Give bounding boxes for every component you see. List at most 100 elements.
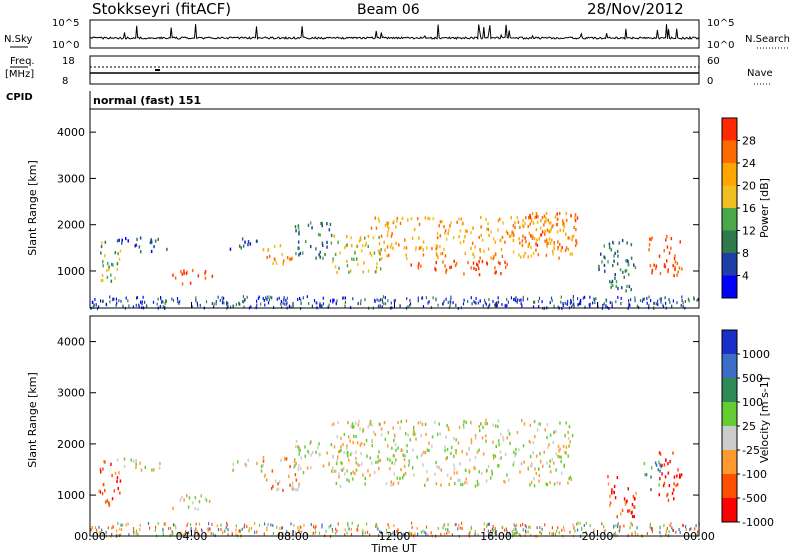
colorbar-swatch <box>722 354 737 378</box>
scatter-cell <box>282 488 284 492</box>
scatter-cell <box>567 247 570 251</box>
scatter-cell <box>346 447 348 451</box>
colorbar-swatch <box>722 378 737 402</box>
colorbar-swatch <box>722 330 737 354</box>
scatter-speckle <box>242 300 244 304</box>
scatter-speckle <box>352 297 354 301</box>
scatter-speckle <box>696 533 698 537</box>
scatter-speckle <box>376 298 378 302</box>
scatter-cell <box>392 454 395 458</box>
scatter-speckle <box>217 295 219 299</box>
scatter-speckle <box>267 523 269 527</box>
scatter-cell <box>461 222 463 226</box>
scatter-speckle <box>421 296 423 300</box>
scatter-cell <box>403 464 406 468</box>
scatter-cell <box>664 475 667 479</box>
scatter-speckle <box>91 526 93 530</box>
scatter-cell <box>679 473 681 477</box>
scatter-speckle <box>693 297 695 301</box>
scatter-cell <box>630 511 633 515</box>
scatter-speckle <box>615 300 617 304</box>
scatter-cell <box>402 453 404 457</box>
scatter-speckle <box>348 527 350 531</box>
scatter-speckle <box>199 303 201 307</box>
scatter-speckle <box>266 528 268 532</box>
scatter-cell <box>504 260 506 264</box>
scatter-speckle <box>162 527 164 531</box>
y-tick-label: 1000 <box>57 265 85 278</box>
scatter-cell <box>512 463 515 467</box>
colorbar-tick-label: 16 <box>742 202 756 215</box>
colorbar-swatch <box>722 402 737 426</box>
scatter-cell <box>381 257 383 261</box>
scatter-cell <box>530 219 533 223</box>
scatter-speckle <box>222 531 224 535</box>
scatter-speckle <box>490 531 492 535</box>
scatter-speckle <box>157 297 159 301</box>
scatter-speckle <box>662 303 664 307</box>
scatter-speckle <box>120 523 122 527</box>
scatter-cell <box>232 462 235 466</box>
scatter-cell <box>355 468 358 472</box>
scatter-cell <box>330 241 333 245</box>
scatter-cell <box>558 449 560 453</box>
scatter-speckle <box>306 533 308 537</box>
scatter-cell <box>295 439 298 443</box>
scatter-cell <box>560 455 562 459</box>
scatter-cell <box>558 256 560 260</box>
scatter-cell <box>459 478 461 482</box>
scatter-cell <box>628 509 631 513</box>
scatter-speckle <box>539 530 541 534</box>
scatter-cell <box>620 512 622 516</box>
scatter-cell <box>559 481 561 485</box>
scatter-cell <box>183 271 185 275</box>
scatter-cell <box>386 254 388 258</box>
scatter-speckle <box>360 299 362 303</box>
scatter-cell <box>444 449 446 453</box>
scatter-cell <box>425 432 427 437</box>
scatter-cell <box>99 467 102 471</box>
scatter-cell <box>394 443 397 447</box>
scatter-cell <box>481 260 484 264</box>
scatter-speckle <box>332 530 334 533</box>
noise-right-tick-bottom: 10^0 <box>707 40 734 51</box>
scatter-speckle <box>676 301 678 305</box>
scatter-cell <box>515 452 517 456</box>
scatter-speckle <box>111 298 114 302</box>
scatter-speckle <box>609 301 611 305</box>
scatter-speckle <box>515 295 517 299</box>
scatter-cell <box>396 216 399 220</box>
scatter-cell <box>389 458 391 462</box>
scatter-cell <box>181 495 183 499</box>
scatter-speckle <box>335 301 337 305</box>
scatter-cell <box>567 430 569 435</box>
scatter-speckle <box>174 524 176 527</box>
scatter-speckle <box>171 297 173 301</box>
scatter-cell <box>492 454 495 458</box>
scatter-speckle <box>407 305 409 309</box>
scatter-cell <box>470 421 473 425</box>
scatter-speckle <box>549 301 551 305</box>
scatter-cell <box>536 220 539 224</box>
scatter-speckle <box>583 524 585 527</box>
scatter-cell <box>633 505 635 509</box>
scatter-speckle <box>374 525 377 528</box>
scatter-speckle <box>330 524 332 528</box>
scatter-speckle <box>522 295 524 299</box>
scatter-speckle <box>668 298 670 302</box>
scatter-cell <box>111 497 114 501</box>
scatter-cell <box>346 243 348 247</box>
scatter-cell <box>377 460 379 464</box>
scatter-cell <box>305 240 307 244</box>
scatter-cell <box>321 221 323 225</box>
scatter-speckle <box>593 530 595 534</box>
scatter-cell <box>102 264 104 268</box>
scatter-cell <box>461 450 463 454</box>
scatter-cell <box>354 421 357 425</box>
scatter-speckle <box>246 295 248 299</box>
scatter-speckle <box>663 524 665 527</box>
scatter-cell <box>444 445 446 449</box>
scatter-cell <box>359 427 361 431</box>
scatter-cell <box>116 458 119 462</box>
colorbar-swatch <box>722 185 737 208</box>
